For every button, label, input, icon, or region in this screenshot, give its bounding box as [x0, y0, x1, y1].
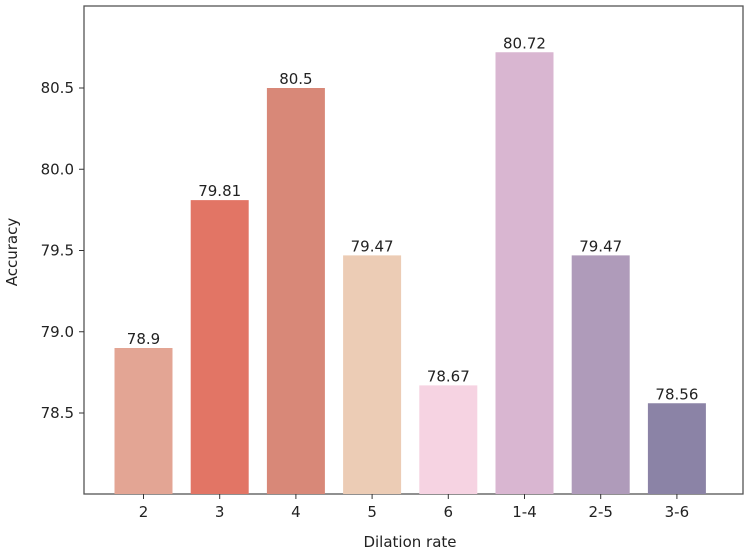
y-tick-label: 80.5 — [41, 79, 74, 97]
x-tick-label: 1-4 — [512, 503, 537, 521]
x-axis: 2 3 4 5 6 1-4 2-5 3-6 — [139, 494, 689, 521]
bar-2-5 — [571, 255, 630, 494]
bar-value-label: 78.56 — [655, 385, 698, 403]
x-tick-label: 5 — [367, 503, 377, 521]
bar-5 — [343, 255, 402, 494]
bar-2 — [114, 348, 173, 494]
y-axis: 78.5 79.0 79.5 80.0 80.5 — [41, 79, 84, 422]
bar-value-label: 78.9 — [127, 330, 160, 348]
bar-value-label: 78.67 — [427, 367, 470, 385]
bar-4 — [266, 88, 325, 494]
bars-layer — [114, 52, 706, 494]
x-tick-label: 3 — [215, 503, 225, 521]
bar-value-label: 79.47 — [351, 237, 394, 255]
bar-3 — [190, 200, 249, 494]
bar-3-6 — [647, 403, 706, 494]
bar-value-label: 79.47 — [579, 237, 622, 255]
x-tick-label: 3-6 — [665, 503, 690, 521]
x-axis-label: Dilation rate — [363, 533, 456, 551]
bar-6 — [419, 385, 478, 494]
bar-value-label: 79.81 — [198, 182, 241, 200]
plot-area — [83, 5, 744, 495]
y-tick-label: 78.5 — [41, 404, 74, 422]
bar-1-4 — [495, 52, 554, 494]
y-tick-label: 79.0 — [41, 323, 74, 341]
y-axis-label: Accuracy — [3, 218, 21, 287]
value-labels-layer: 78.9 79.81 80.5 79.47 78.67 80.72 79.47 78.56 — [127, 34, 699, 403]
x-tick-label: 6 — [444, 503, 454, 521]
bar-value-label: 80.5 — [279, 70, 312, 88]
x-tick-label: 4 — [291, 503, 301, 521]
x-tick-label: 2-5 — [588, 503, 613, 521]
y-tick-label: 79.5 — [41, 242, 74, 260]
y-tick-label: 80.0 — [41, 160, 74, 178]
bar-value-label: 80.72 — [503, 34, 546, 52]
x-tick-label: 2 — [139, 503, 149, 521]
